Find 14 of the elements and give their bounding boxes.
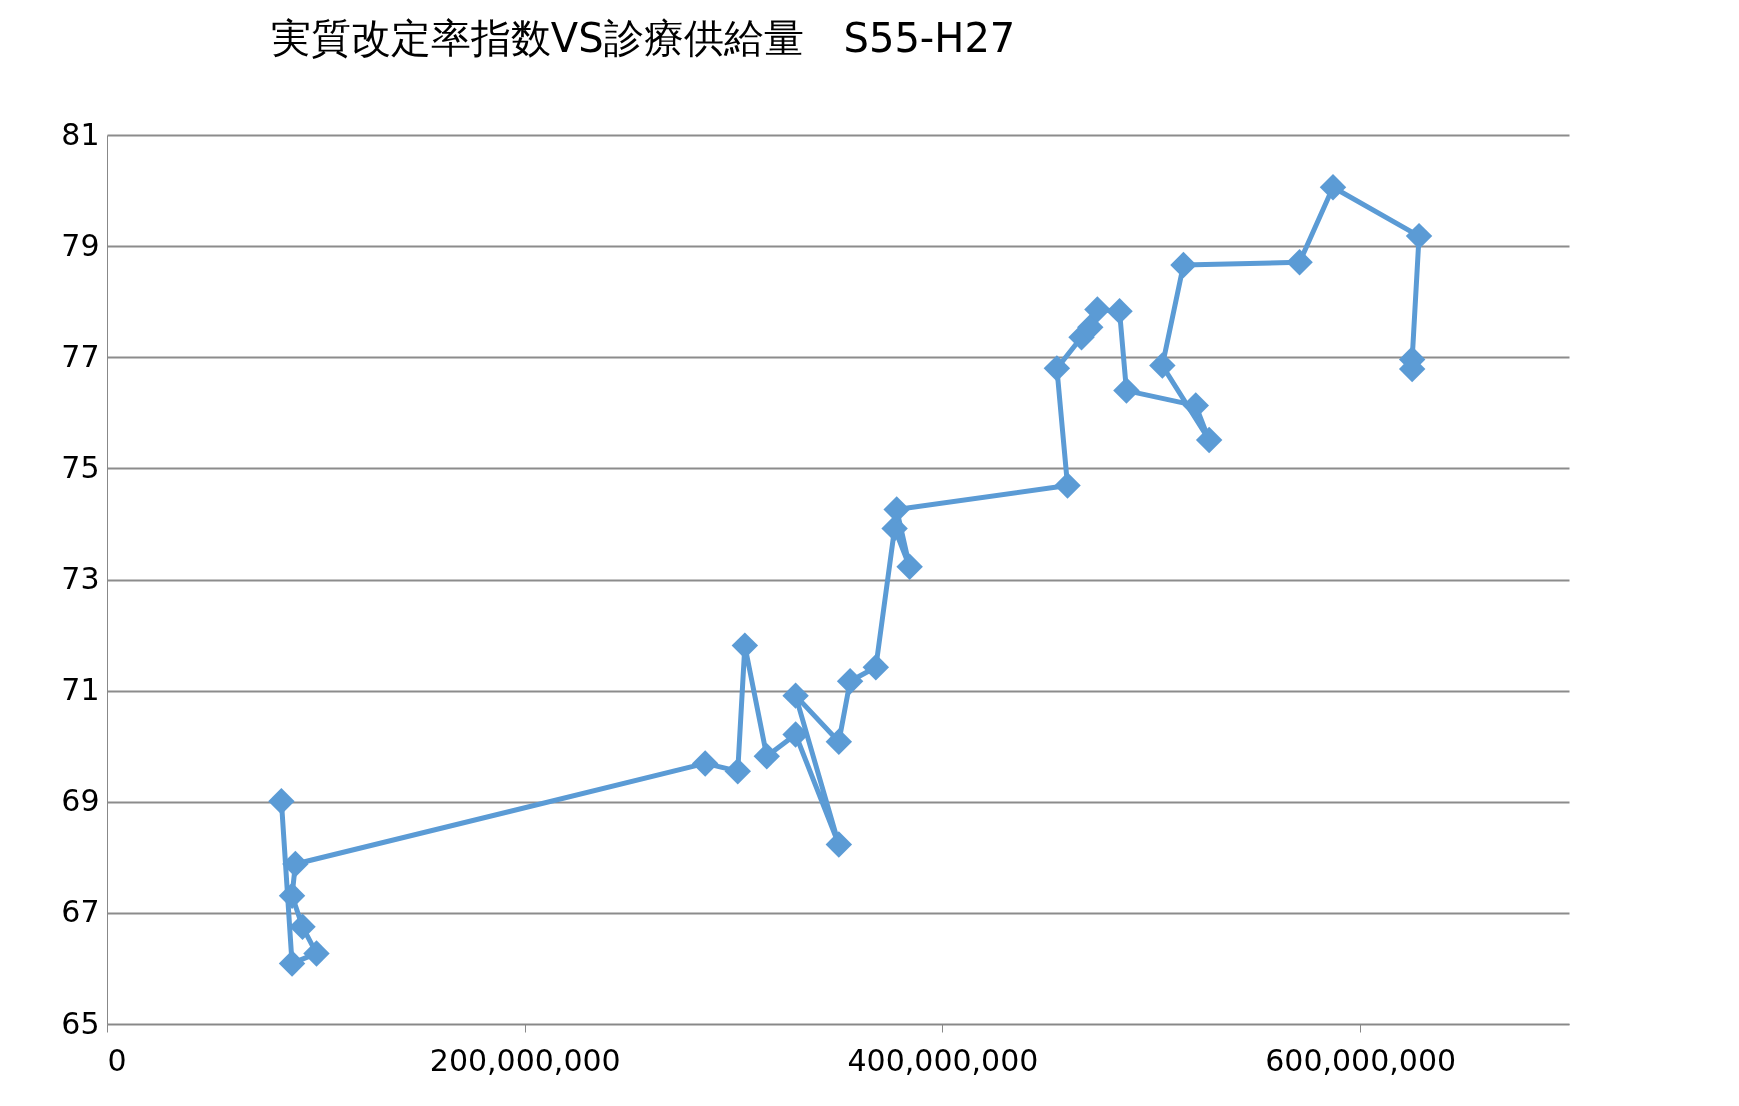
y-tick-label: 81 (61, 116, 100, 152)
y-tick-label: 71 (61, 672, 100, 708)
x-tick-label: 0 (107, 1042, 127, 1078)
y-tick-label: 77 (61, 338, 100, 374)
y-tick-label: 65 (61, 1005, 100, 1041)
x-tick-label: 600,000,000 (1265, 1042, 1457, 1078)
chart-title: 実質改定率指数VS診療供給量 S55-H27 (270, 15, 1016, 61)
x-tick-label: 400,000,000 (847, 1042, 1039, 1078)
y-tick-label: 73 (61, 561, 100, 596)
y-tick-label: 75 (61, 449, 100, 485)
x-tick-label: 200,000,000 (429, 1042, 621, 1078)
y-tick-label: 69 (61, 783, 100, 819)
y-tick-label: 79 (61, 227, 100, 263)
y-tick-label: 67 (61, 894, 100, 930)
